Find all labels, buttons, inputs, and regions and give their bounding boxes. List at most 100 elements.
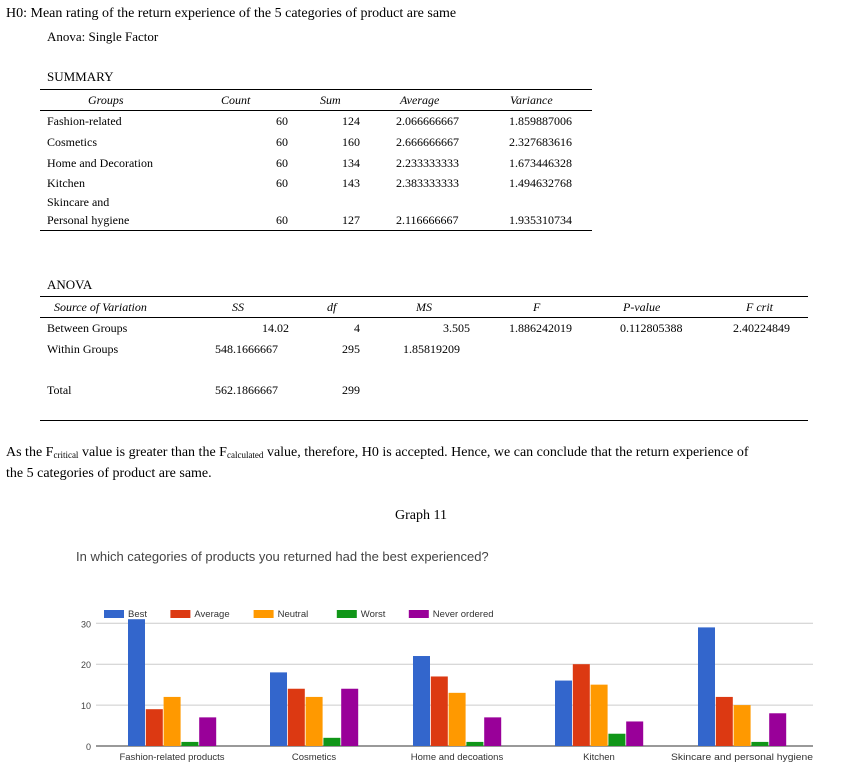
conclusion-line-1: As the Fcritical value is greater than t… <box>6 445 749 460</box>
chart-x-labels: Fashion-related products Cosmetics Home an… <box>119 752 813 763</box>
summary-top-rule <box>40 89 592 90</box>
summary-count-value: 60 <box>276 135 288 149</box>
legend-label: Average <box>194 609 229 620</box>
bar <box>448 692 466 746</box>
bar <box>484 717 502 746</box>
anova-fcrit-value: 2.40224849 <box>733 321 790 335</box>
anova-ss-value: 548.1666667 <box>215 342 278 356</box>
x-category-label: Kitchen <box>583 752 615 763</box>
summary-group-name: Home and Decoration <box>47 156 153 170</box>
y-tick-label: 20 <box>81 660 91 670</box>
anova-ss-value: 14.02 <box>262 321 289 335</box>
anova-header-pvalue: P-value <box>623 300 661 314</box>
summary-header-groups: Groups <box>88 93 124 107</box>
bar <box>305 696 323 746</box>
bar <box>751 741 769 746</box>
x-category-label: Skincare and personal hygiene <box>671 752 813 763</box>
bar <box>466 741 484 746</box>
summary-group-name: Fashion-related <box>47 114 122 128</box>
conclusion-line-2: the 5 categories of product are same. <box>6 466 212 481</box>
summary-header-variance: Variance <box>510 93 553 107</box>
summary-average-value: 2.383333333 <box>396 176 459 190</box>
anova-ms-value: 3.505 <box>443 321 470 335</box>
anova-title: ANOVA <box>47 277 93 292</box>
summary-title: SUMMARY <box>47 69 114 84</box>
chart-bars <box>128 619 787 746</box>
bar <box>572 664 590 746</box>
summary-variance-value: 1.673446328 <box>509 156 572 170</box>
anova-ms-value: 1.85819209 <box>403 342 460 356</box>
summary-sum-value: 160 <box>342 135 360 149</box>
hypothesis-text: H0: Mean rating of the return experience… <box>6 6 457 21</box>
bar <box>430 676 448 746</box>
summary-header-rule <box>40 110 592 111</box>
bar <box>323 737 341 746</box>
summary-count-value: 60 <box>276 114 288 128</box>
bar <box>608 733 626 746</box>
summary-count-value: 60 <box>276 176 288 190</box>
summary-group-name: Kitchen <box>47 176 85 190</box>
summary-count-value: 60 <box>276 156 288 170</box>
legend-swatch <box>104 610 124 618</box>
summary-variance-value: 2.327683616 <box>509 135 572 149</box>
summary-sum-value: 127 <box>342 213 360 227</box>
bar <box>769 713 787 746</box>
anova-ss-value: 562.1866667 <box>215 383 278 397</box>
anova-source-label: Total <box>47 383 72 397</box>
bar <box>698 627 715 746</box>
legend-swatch <box>408 610 429 618</box>
anova-df-value: 299 <box>342 383 360 397</box>
legend-swatch <box>336 610 357 618</box>
bar <box>199 717 217 746</box>
summary-group-name: Skincare and <box>47 195 110 209</box>
summary-sum-value: 124 <box>342 114 360 128</box>
anova-header-df: df <box>327 300 337 314</box>
bar <box>733 705 751 746</box>
anova-header-fcrit: F crit <box>746 300 773 314</box>
anova-f-value: 1.886242019 <box>509 321 572 335</box>
legend-label: Best <box>128 609 147 620</box>
x-category-label: Fashion-related products <box>119 752 224 763</box>
summary-header-sum: Sum <box>320 93 341 107</box>
summary-sum-value: 134 <box>342 156 360 170</box>
bar <box>715 696 733 746</box>
bar <box>413 656 430 746</box>
summary-variance-value: 1.859887006 <box>509 114 572 128</box>
anova-bottom-rule <box>40 420 808 421</box>
bar <box>145 709 163 746</box>
summary-average-value: 2.066666667 <box>396 114 459 128</box>
summary-average-value: 2.666666667 <box>396 135 459 149</box>
summary-average-value: 2.116666667 <box>396 213 459 227</box>
summary-bottom-rule <box>40 230 592 231</box>
summary-count-value: 60 <box>276 213 288 227</box>
bar <box>181 741 199 746</box>
summary-variance-value: 1.935310734 <box>509 213 572 227</box>
anova-source-label: Within Groups <box>47 342 119 356</box>
anova-df-value: 4 <box>354 321 360 335</box>
anova-pvalue-value: 0.112805388 <box>620 321 683 335</box>
summary-group-name: Cosmetics <box>47 135 97 149</box>
y-tick-label: 10 <box>81 701 91 711</box>
summary-variance-value: 1.494632768 <box>509 176 572 190</box>
bar <box>341 688 359 746</box>
anova-header-rule <box>40 317 808 318</box>
legend-label: Worst <box>361 609 386 620</box>
bar <box>163 696 181 746</box>
legend-swatch <box>253 610 274 618</box>
bar <box>287 688 305 746</box>
anova-header-ms: MS <box>416 300 432 314</box>
bar <box>626 721 644 746</box>
legend-swatch <box>170 610 191 618</box>
x-category-label: Cosmetics <box>292 752 337 763</box>
summary-average-value: 2.233333333 <box>396 156 459 170</box>
bar <box>555 680 572 746</box>
bar <box>590 684 608 746</box>
y-tick-label: 30 <box>81 619 91 629</box>
summary-header-average: Average <box>400 93 440 107</box>
summary-group-name-line2: Personal hygiene <box>47 213 130 227</box>
bar <box>128 619 145 746</box>
anova-header-f: F <box>533 300 541 314</box>
legend-label: Never ordered <box>433 609 494 620</box>
x-category-label: Home and decoations <box>411 752 504 763</box>
graph-caption: Graph 11 <box>395 508 447 523</box>
